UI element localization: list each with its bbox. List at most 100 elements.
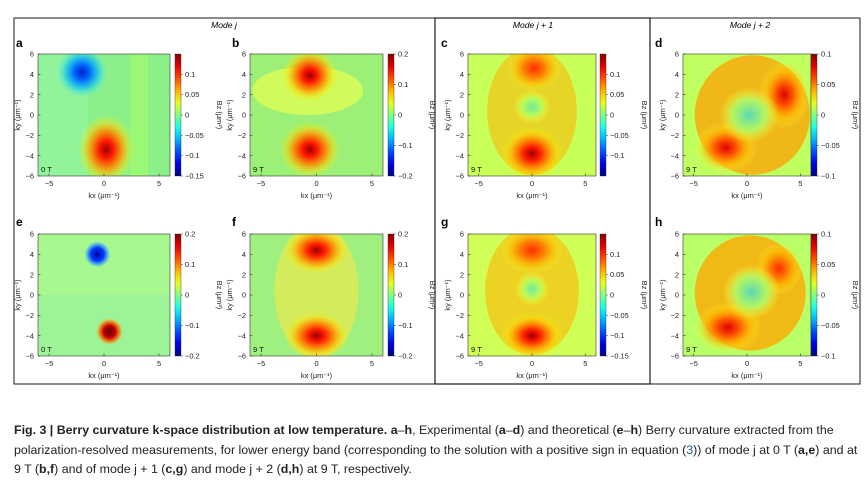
caption-body: a–h, Experimental (a–d) and theoretical …	[14, 423, 857, 476]
colorbar-tick-label: 0	[610, 291, 614, 300]
y-tick-label: −6	[26, 172, 34, 181]
panel-letter: f	[232, 215, 237, 229]
colorbar-tick-label: −0.1	[821, 352, 836, 361]
y-tick-label: 2	[675, 270, 679, 279]
colorbar-tick-label: 0.05	[821, 80, 835, 89]
figure-caption: Fig. 3 | Berry curvature k-space distrib…	[14, 421, 859, 480]
y-tick-label: 0	[242, 291, 246, 300]
panel-letter: e	[16, 215, 23, 229]
x-tick-label: 0	[314, 359, 318, 368]
caption-part: h	[404, 423, 413, 437]
field-label: 9 T	[253, 165, 264, 174]
field-label: 9 T	[471, 345, 482, 354]
colorbar-tick-label: 0.1	[185, 260, 195, 269]
y-tick-label: −6	[238, 352, 246, 361]
y-tick-label: 4	[242, 250, 246, 259]
colorbar-tick-label: 0.2	[185, 230, 195, 239]
y-tick-label: −2	[671, 311, 679, 320]
caption-part: a	[390, 423, 398, 437]
x-tick-label: −5	[689, 179, 697, 188]
x-tick-label: −5	[45, 179, 53, 188]
panel-letter: g	[441, 215, 448, 229]
colorbar-tick-label: −0.2	[185, 352, 200, 361]
colorbar	[810, 233, 818, 357]
y-tick-label: −2	[456, 131, 464, 140]
x-tick-label: −5	[257, 359, 265, 368]
colorbar-tick-label: −0.1	[821, 172, 836, 181]
y-tick-label: 2	[30, 90, 34, 99]
y-axis-label: ky (μm⁻¹)	[225, 99, 234, 130]
colorbar-tick-label: 0	[821, 111, 825, 120]
y-tick-label: 0	[675, 111, 679, 120]
colorbar-tick-label: −0.05	[610, 131, 629, 140]
x-tick-label: 5	[157, 359, 161, 368]
field-label: 9 T	[686, 345, 697, 354]
heatmap-shade	[130, 54, 148, 176]
x-tick-label: −5	[474, 179, 482, 188]
caption-label: Fig. 3 | Berry curvature k-space distrib…	[14, 423, 388, 437]
colorbar-tick-label: −0.1	[398, 141, 413, 150]
panel-letter: a	[16, 36, 23, 50]
colorbar-tick-label: −0.1	[610, 151, 625, 160]
panel-letter: d	[655, 36, 662, 50]
y-tick-label: 2	[30, 270, 34, 279]
colorbar-tick-label: −0.05	[821, 141, 840, 150]
x-tick-label: 0	[530, 179, 534, 188]
y-tick-label: 6	[460, 230, 464, 239]
colorbar-tick-label: −0.2	[398, 352, 413, 361]
field-label: 9 T	[253, 345, 264, 354]
x-tick-label: 0	[102, 359, 106, 368]
caption-part: a,e	[798, 442, 816, 457]
positive-lobe	[500, 234, 564, 274]
x-tick-label: −5	[474, 359, 482, 368]
y-tick-label: 2	[242, 270, 246, 279]
heatmap-h	[683, 234, 811, 356]
colorbar	[599, 233, 607, 357]
y-tick-label: −4	[238, 331, 246, 340]
colorbar-tick-label: 0	[185, 291, 189, 300]
y-tick-label: −6	[238, 172, 246, 181]
y-axis-label: ky (μm⁻¹)	[443, 279, 452, 310]
y-tick-label: −6	[671, 172, 679, 181]
x-tick-label: −5	[257, 179, 265, 188]
y-tick-label: −6	[456, 352, 464, 361]
y-tick-label: −6	[671, 352, 679, 361]
y-tick-label: 4	[30, 250, 34, 259]
x-tick-label: −5	[689, 359, 697, 368]
ring-hole	[722, 264, 781, 320]
y-axis-label: ky (μm⁻¹)	[658, 99, 667, 130]
y-tick-label: 0	[460, 291, 464, 300]
caption-part: ) and at 9 T (	[14, 442, 858, 477]
y-tick-label: −2	[26, 131, 34, 140]
panel-d: d 9 T 6 4 2 0 −2 −4 −6 −5 0 5 kx (μm⁻¹) ky (μm⁻¹) 0.1 0…	[655, 36, 860, 200]
colorbar-tick-label: 0	[610, 111, 614, 120]
x-tick-label: 0	[745, 359, 749, 368]
heatmap-e	[38, 234, 170, 356]
y-tick-label: 4	[675, 70, 679, 79]
x-tick-label: 0	[314, 179, 318, 188]
y-tick-label: 2	[675, 90, 679, 99]
x-tick-label: 5	[370, 359, 374, 368]
negative-lobe	[83, 240, 112, 269]
positive-lobe	[95, 317, 124, 346]
colorbar-tick-label: 0.2	[398, 50, 408, 59]
colorbar-label: Bz (μm²)	[428, 101, 437, 129]
colorbar-tick-label: 0.05	[821, 260, 835, 269]
panel-letter: b	[232, 36, 239, 50]
caption-part: ) Berry curvature extracted from the pol…	[14, 423, 834, 457]
colorbar-tick-label: −0.1	[398, 321, 413, 330]
caption-part: 3	[686, 442, 694, 457]
x-tick-label: 5	[370, 179, 374, 188]
colorbar	[387, 53, 395, 177]
heatmap-f	[250, 234, 383, 356]
field-label: 0 T	[41, 345, 52, 354]
panel-letter: c	[441, 36, 448, 50]
x-tick-label: −5	[45, 359, 53, 368]
y-tick-label: 0	[242, 111, 246, 120]
y-tick-label: −2	[238, 311, 246, 320]
y-axis-label: ky (μm⁻¹)	[13, 279, 22, 310]
caption-part: d,h	[280, 462, 300, 476]
caption-part: b,f	[39, 462, 55, 476]
colorbar-tick-label: 0	[398, 111, 402, 120]
panel-f: f 9 T 6 4 2 0 −2 −4 −6 −5 0 5 kx (μm⁻¹) ky (μm⁻¹) 0.2 0…	[225, 215, 437, 380]
